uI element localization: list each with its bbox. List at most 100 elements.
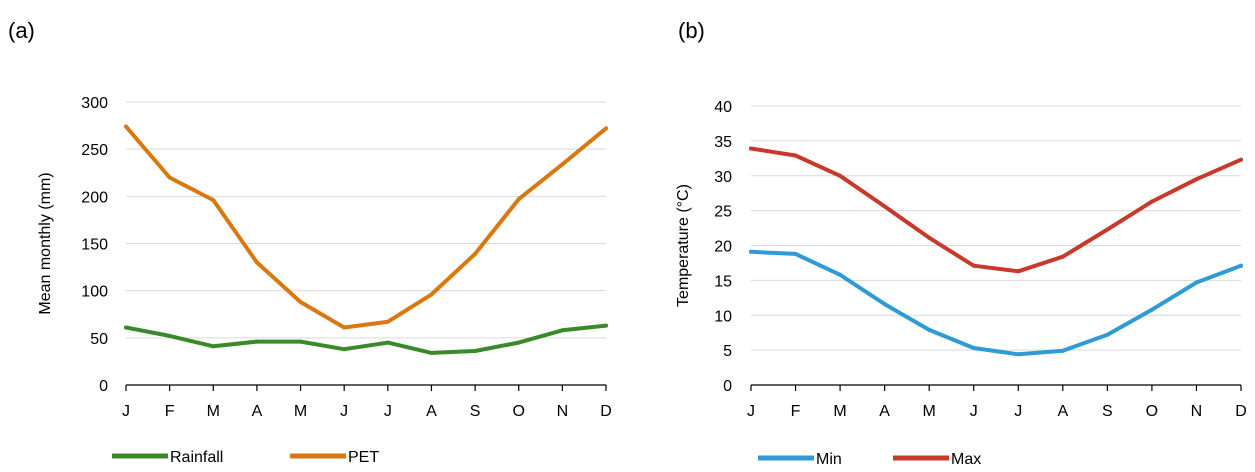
data-point bbox=[385, 319, 390, 324]
x-tick-label: J bbox=[384, 403, 392, 420]
data-point bbox=[1060, 348, 1065, 353]
data-point bbox=[793, 153, 798, 158]
x-tick-label: S bbox=[470, 403, 481, 420]
data-point bbox=[1149, 199, 1154, 204]
x-tick-label: J bbox=[970, 403, 978, 420]
data-point bbox=[298, 339, 303, 344]
data-point bbox=[927, 235, 932, 240]
series-pet bbox=[124, 124, 608, 330]
legend-item-pet: PET bbox=[290, 449, 379, 466]
y-tick-label: 15 bbox=[714, 273, 732, 290]
data-point bbox=[1060, 254, 1065, 259]
legend-item-rainfall: Rainfall bbox=[112, 449, 223, 466]
data-point bbox=[882, 302, 887, 307]
x-tick-label: M bbox=[207, 403, 220, 420]
data-point bbox=[1194, 280, 1199, 285]
series-line-rainfall bbox=[124, 323, 608, 355]
x-tick-label: F bbox=[165, 403, 175, 420]
panel-label: (a) bbox=[8, 18, 35, 43]
y-tick-label: 20 bbox=[714, 239, 732, 256]
x-tick-label: D bbox=[1235, 403, 1247, 420]
data-point bbox=[516, 340, 521, 345]
data-point bbox=[124, 124, 128, 129]
data-point bbox=[838, 272, 843, 277]
y-tick-label: 10 bbox=[714, 308, 732, 325]
chart-panel-1: (a) 0 50 100 150 200 250 300 J F M A M J J A S O N D Mean mo… bbox=[8, 18, 612, 466]
legend-label: Rainfall bbox=[170, 449, 223, 466]
data-point bbox=[516, 197, 521, 202]
data-point bbox=[385, 340, 390, 345]
data-point bbox=[838, 173, 843, 178]
legend-label: Min bbox=[816, 451, 842, 468]
data-point bbox=[927, 327, 932, 332]
series-line-min bbox=[749, 249, 1243, 357]
y-tick-label: 25 bbox=[714, 204, 732, 221]
x-tick-label: M bbox=[833, 403, 846, 420]
data-point bbox=[1149, 307, 1154, 312]
series-min bbox=[749, 249, 1243, 357]
legend-label: PET bbox=[348, 449, 379, 466]
x-tick-label: A bbox=[426, 403, 437, 420]
y-tick-label: 250 bbox=[81, 142, 108, 159]
data-point bbox=[254, 339, 259, 344]
x-tick-label: N bbox=[557, 403, 569, 420]
data-point bbox=[793, 251, 798, 256]
data-point bbox=[749, 249, 753, 254]
data-point bbox=[1016, 269, 1021, 274]
data-point bbox=[429, 292, 434, 297]
x-tick-label: A bbox=[1057, 403, 1068, 420]
data-point bbox=[342, 347, 347, 352]
y-tick-label: 200 bbox=[81, 189, 108, 206]
data-point bbox=[560, 162, 565, 167]
y-tick-label: 300 bbox=[81, 95, 108, 112]
data-point bbox=[254, 260, 259, 265]
x-tick-label: O bbox=[1146, 403, 1158, 420]
x-tick-label: J bbox=[340, 403, 348, 420]
x-tick-label: M bbox=[294, 403, 307, 420]
x-tick-label: J bbox=[122, 403, 130, 420]
chart-panel-2: (b) 0 5 10 15 20 25 30 35 40 J F M A M J J A S O N D Temperatu… bbox=[675, 18, 1247, 468]
data-point bbox=[167, 175, 172, 180]
x-tick-label: N bbox=[1191, 403, 1203, 420]
data-point bbox=[429, 350, 434, 355]
legend-item-max: Max bbox=[893, 451, 981, 468]
data-point bbox=[1105, 227, 1110, 232]
legend-label: Max bbox=[951, 451, 981, 468]
y-tick-label: 100 bbox=[81, 284, 108, 301]
data-point bbox=[604, 126, 608, 131]
x-tick-label: S bbox=[1102, 403, 1113, 420]
y-tick-label: 0 bbox=[723, 378, 732, 395]
data-point bbox=[604, 323, 608, 328]
y-tick-label: 150 bbox=[81, 237, 108, 254]
data-point bbox=[560, 328, 565, 333]
x-tick-label: F bbox=[791, 403, 801, 420]
y-tick-label: 30 bbox=[714, 169, 732, 186]
data-point bbox=[971, 346, 976, 351]
data-point bbox=[1239, 263, 1243, 268]
data-point bbox=[167, 333, 172, 338]
x-tick-label: A bbox=[879, 403, 890, 420]
data-point bbox=[749, 146, 753, 151]
data-point bbox=[971, 263, 976, 268]
y-axis-title: Mean monthly (mm) bbox=[37, 172, 54, 314]
legend-item-min: Min bbox=[758, 451, 842, 468]
data-point bbox=[473, 349, 478, 354]
y-tick-label: 0 bbox=[99, 378, 108, 395]
data-point bbox=[124, 325, 128, 330]
data-point bbox=[473, 251, 478, 256]
data-point bbox=[342, 325, 347, 330]
data-point bbox=[1105, 332, 1110, 337]
series-line-pet bbox=[124, 124, 608, 330]
x-tick-label: J bbox=[747, 403, 755, 420]
x-tick-label: D bbox=[600, 403, 612, 420]
data-point bbox=[1239, 157, 1243, 162]
data-point bbox=[1016, 352, 1021, 357]
y-tick-label: 40 bbox=[714, 99, 732, 116]
y-tick-label: 35 bbox=[714, 134, 732, 151]
series-line-max bbox=[749, 146, 1243, 274]
x-tick-label: O bbox=[513, 403, 525, 420]
series-rainfall bbox=[124, 323, 608, 355]
data-point bbox=[211, 198, 216, 203]
data-point bbox=[298, 299, 303, 304]
